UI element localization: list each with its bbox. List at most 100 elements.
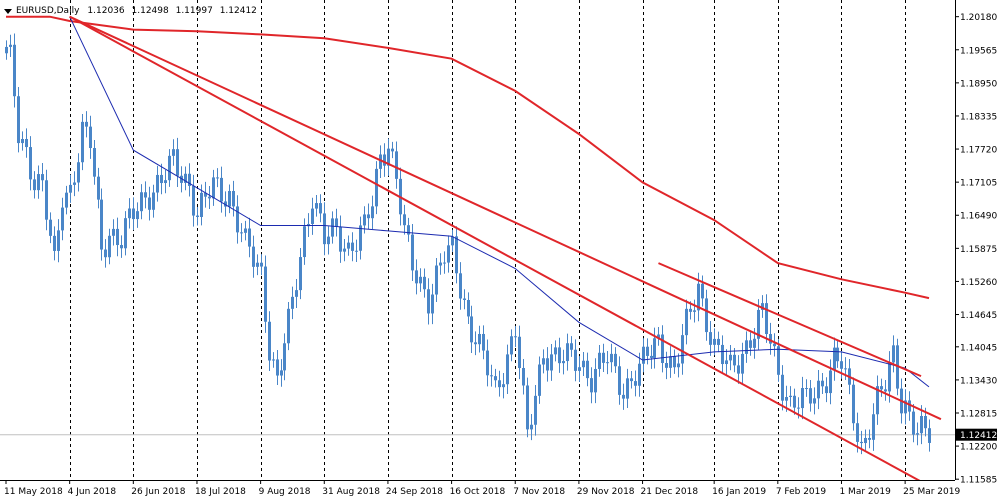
candle-body [347,242,350,249]
x-tick-label: 4 Jun 2018 [68,487,117,497]
candle-body [359,225,362,251]
candle-body [745,340,748,354]
candle-body [411,234,414,271]
candle-body [319,203,322,214]
candle-body [467,299,470,317]
candle-body [657,334,660,339]
candle-body [128,208,131,219]
candle-body [729,354,732,361]
trendline[interactable] [658,262,922,378]
candle-body [172,149,175,156]
ohlc-values: 1.12036 1.12498 1.11997 1.12412 [87,6,261,16]
candle-body [582,360,585,368]
candle-body [383,154,386,166]
candle-body [81,121,84,163]
candle-body [283,343,286,371]
candle-body [610,353,613,363]
candle-body [606,362,609,364]
candle-body [614,353,617,367]
candle-body [844,368,847,370]
candle-body [415,270,418,284]
candle-body [618,366,621,395]
candle-body [220,177,223,202]
candle-body [455,236,458,274]
candle-body [21,138,24,144]
candle-body [252,246,255,267]
candle-body [431,294,434,314]
candle-body [291,296,294,309]
y-tick-label: 1.16490 [960,212,997,222]
candle-body [244,228,247,233]
candle-body [594,368,597,393]
candle-body [793,395,796,408]
candle-body [494,376,497,381]
candle-body [490,375,493,377]
x-tick-label: 25 Mar 2019 [903,487,960,497]
candle-body [108,235,111,258]
y-tick-label: 1.12200 [960,443,997,453]
y-tick-label: 1.20180 [960,13,997,23]
candle-body [69,184,72,193]
time-scale-background [0,480,1000,500]
candle-body [280,370,283,376]
candle-body [41,174,44,181]
y-tick-label: 1.17105 [960,179,997,189]
candle-body [888,362,891,392]
candle-body [693,310,696,312]
candle-body [598,352,601,369]
candle-body [299,257,302,291]
candle-body [773,343,776,347]
candle-body [89,126,92,149]
candle-body [920,416,923,434]
candle-body [876,386,879,415]
candle-body [303,226,306,258]
candle-body [518,336,521,368]
trendline[interactable] [69,15,926,485]
candle-body [908,400,911,412]
candle-body [351,242,354,251]
candle-body [590,378,593,393]
candle-body [148,197,151,210]
candle-body [868,437,871,440]
y-tick-label: 1.14045 [960,343,997,353]
candle-body [661,334,664,364]
symbol-label: EURUSD,Daily [16,6,80,16]
candle-body [335,218,338,227]
candle-body [626,378,629,399]
candle-body [240,232,243,234]
candle-body [152,192,155,210]
candle-body [136,211,139,220]
candle-body [602,352,605,363]
candle-body [534,395,537,425]
candle-body [224,201,227,207]
candle-body [852,384,855,424]
candle-body [522,367,525,386]
dropdown-arrow-icon[interactable] [4,8,12,14]
candle-body [427,289,430,314]
candle-body [216,177,219,179]
candle-body [363,214,366,226]
candle-body [315,203,318,209]
trendline[interactable] [69,15,942,421]
candle-body [757,309,760,339]
candle-body [737,365,740,374]
candle-body [701,283,704,299]
candle-body [825,386,828,394]
candle-body [836,347,839,362]
candle-body [112,228,115,236]
x-tick-label: 16 Jan 2019 [712,487,766,497]
y-tick-label: 1.17720 [960,146,997,156]
x-tick-label: 7 Nov 2018 [513,487,565,497]
candle-body [474,342,477,345]
candle-body [872,414,875,440]
candle-body [49,219,52,236]
candle-body [156,174,159,193]
candle-body [538,364,541,396]
candle-body [196,215,199,217]
candle-body [892,345,895,363]
candle-body [498,380,501,388]
candle-body [749,340,752,348]
candle-body [574,349,577,371]
candle-body [25,138,28,148]
